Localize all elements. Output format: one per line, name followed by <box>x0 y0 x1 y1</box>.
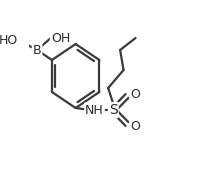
Text: HO: HO <box>0 33 18 47</box>
Text: O: O <box>130 88 140 100</box>
Text: OH: OH <box>51 31 70 45</box>
Text: S: S <box>109 103 118 117</box>
Text: O: O <box>130 119 140 132</box>
Text: B: B <box>33 43 41 56</box>
Text: NH: NH <box>85 103 104 116</box>
